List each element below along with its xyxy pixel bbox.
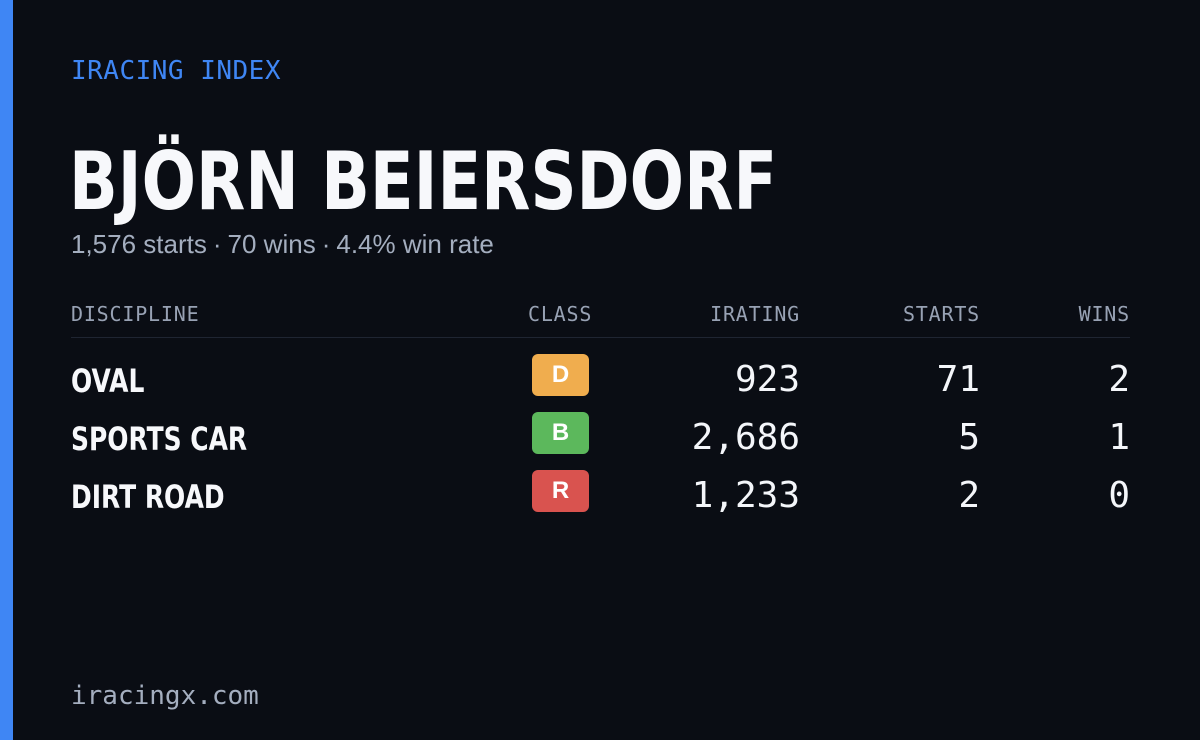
table-header: DISCIPLINE CLASS IRATING STARTS WINS	[71, 300, 1130, 338]
separator: ·	[212, 229, 222, 259]
separator: ·	[321, 229, 331, 259]
discipline-label: SPORTS CAR	[71, 420, 248, 458]
site-url: iracingx.com	[71, 681, 259, 711]
header-starts: STARTS	[902, 302, 980, 326]
class-badge: D	[532, 354, 589, 396]
table-row-sports-car: SPORTS CAR B 2,686 5 1	[71, 396, 1130, 458]
starts-value: 71	[936, 359, 980, 400]
wins-value: 0	[1108, 475, 1130, 516]
wins-value: 1	[1108, 417, 1130, 458]
header-discipline: DISCIPLINE	[71, 302, 200, 326]
total-starts: 1,576 starts	[71, 229, 207, 259]
table-row-oval: OVAL D 923 71 2	[71, 338, 1130, 400]
discipline-label: DIRT ROAD	[71, 478, 225, 516]
total-wins: 70 wins	[227, 229, 316, 259]
header-irating: IRATING	[710, 302, 800, 326]
class-badge: R	[532, 470, 589, 512]
win-rate: 4.4% win rate	[336, 229, 494, 259]
accent-bar	[0, 0, 13, 740]
header-class: CLASS	[528, 302, 593, 326]
discipline-table: DISCIPLINE CLASS IRATING STARTS WINS OVA…	[71, 300, 1130, 516]
driver-name: BJÖRN BEIERSDORF	[69, 135, 778, 228]
irating-value: 1,233	[691, 475, 800, 516]
header-wins: WINS	[1078, 302, 1130, 326]
table-row-dirt-road: DIRT ROAD R 1,233 2 0	[71, 454, 1130, 516]
irating-value: 923	[734, 359, 800, 400]
driver-summary: 1,576 starts · 70 wins · 4.4% win rate	[71, 229, 494, 260]
starts-value: 2	[958, 475, 980, 516]
brand-kicker: IRACING INDEX	[71, 56, 281, 86]
discipline-label: OVAL	[71, 362, 145, 400]
wins-value: 2	[1108, 359, 1130, 400]
starts-value: 5	[958, 417, 980, 458]
class-badge: B	[532, 412, 589, 454]
irating-value: 2,686	[691, 417, 800, 458]
